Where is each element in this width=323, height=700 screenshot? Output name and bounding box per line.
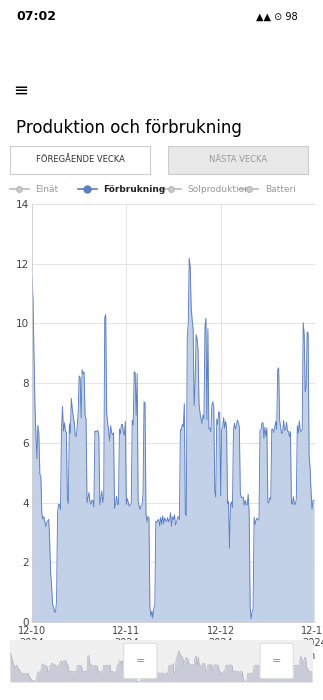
Text: ≡: ≡ bbox=[291, 43, 310, 63]
Text: =: = bbox=[272, 656, 281, 666]
Text: FÖREGÅENDE VECKA: FÖREGÅENDE VECKA bbox=[36, 155, 124, 164]
Text: Datum: Datum bbox=[282, 651, 315, 661]
FancyBboxPatch shape bbox=[260, 643, 293, 678]
Text: Produktion och förbrukning: Produktion och förbrukning bbox=[16, 118, 242, 136]
Text: 07:02: 07:02 bbox=[16, 10, 56, 23]
Text: Elnät: Elnät bbox=[36, 185, 59, 193]
Text: Batteri: Batteri bbox=[265, 185, 296, 193]
Text: Förbrukning: Förbrukning bbox=[103, 185, 166, 193]
Text: ≡: ≡ bbox=[13, 82, 28, 99]
Text: =: = bbox=[136, 656, 145, 666]
FancyBboxPatch shape bbox=[124, 643, 157, 678]
Text: NÄSTA VECKA: NÄSTA VECKA bbox=[209, 155, 267, 164]
Text: Solproduktion: Solproduktion bbox=[187, 185, 250, 193]
Text: ▲▲ ⊙ 98: ▲▲ ⊙ 98 bbox=[255, 11, 297, 22]
Text: ferroamp: ferroamp bbox=[19, 44, 102, 62]
